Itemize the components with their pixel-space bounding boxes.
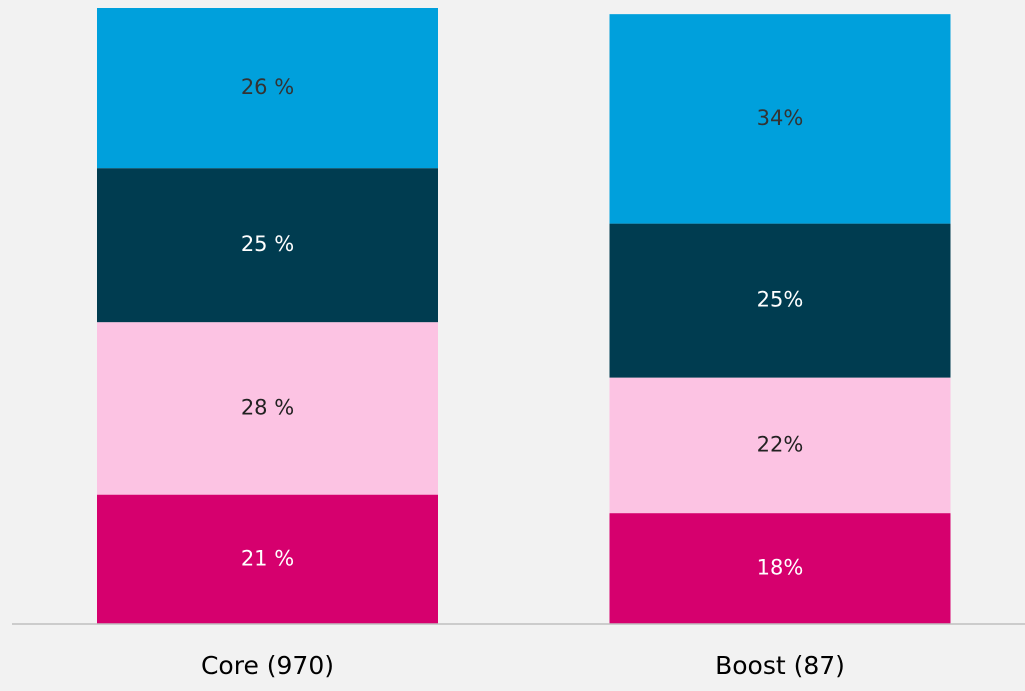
- value-label: 34%: [757, 106, 804, 130]
- value-label: 28 %: [241, 395, 294, 419]
- value-label: 26 %: [241, 75, 294, 99]
- bar-segment: [97, 322, 438, 495]
- value-label: 18%: [757, 556, 804, 580]
- value-label: 25%: [757, 288, 804, 312]
- bar-segment: [609, 223, 951, 378]
- bar-segment: [97, 168, 438, 323]
- bar-segment: [609, 14, 951, 224]
- bar-segment: [97, 494, 438, 624]
- value-label: 25 %: [241, 232, 294, 256]
- value-label: 22%: [757, 432, 804, 456]
- bar-segment: [609, 513, 951, 624]
- bar-segment: [97, 8, 438, 169]
- x-tick-label: Boost (87): [715, 651, 845, 680]
- bar-segment: [609, 377, 951, 514]
- x-tick-label: Core (970): [201, 651, 334, 680]
- value-label: 21 %: [241, 546, 294, 570]
